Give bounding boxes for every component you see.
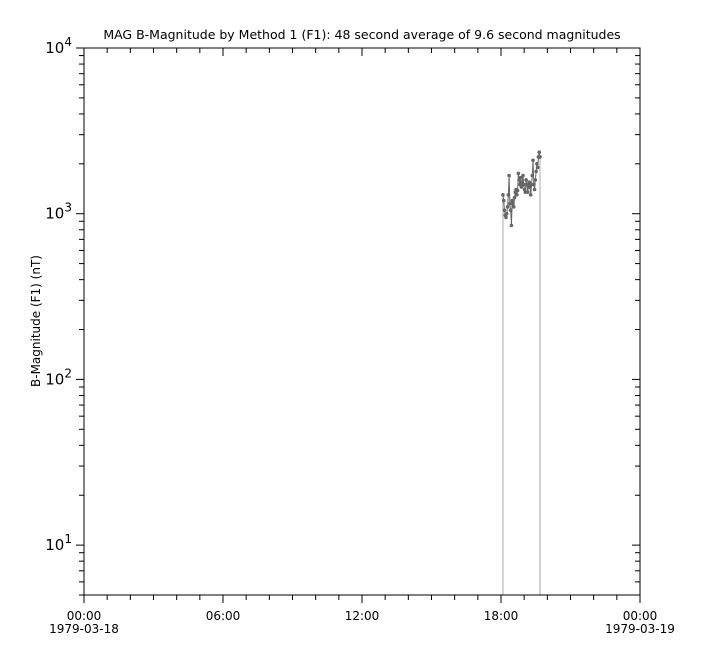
- y-tick-exponent: 1: [64, 532, 72, 546]
- data-point: [515, 188, 520, 193]
- y-tick-base: 10: [45, 536, 64, 554]
- data-point: [507, 173, 511, 178]
- data-point: [524, 178, 528, 182]
- data-point: [502, 208, 507, 212]
- x-tick-label: 00:00: [67, 609, 102, 623]
- y-tick-exponent: 3: [64, 201, 72, 215]
- y-axis-label: B-Magnitude (F1) (nT): [29, 255, 43, 387]
- plot-frame: [83, 47, 641, 596]
- data-point: [535, 165, 540, 170]
- data-point: [516, 171, 521, 176]
- data-point: [537, 150, 542, 155]
- x-tick-label: 18:00: [484, 609, 519, 623]
- x-tick-date: 1979-03-19: [605, 622, 675, 636]
- data-point: [504, 211, 509, 216]
- data-point: [501, 193, 505, 197]
- data-point: [521, 173, 525, 178]
- data-point: [535, 162, 539, 166]
- y-tick-label: 101: [45, 532, 72, 554]
- data-point: [508, 208, 513, 212]
- data-point: [510, 198, 514, 203]
- data-point: [521, 182, 526, 187]
- y-tick-base: 10: [45, 205, 64, 223]
- data-point: [511, 205, 516, 209]
- data-point: [531, 158, 535, 163]
- y-tick-label: 102: [45, 366, 72, 388]
- y-tick-base: 10: [45, 39, 64, 57]
- data-point: [528, 193, 533, 197]
- data-point: [532, 182, 536, 187]
- data-point: [538, 155, 542, 159]
- data-point: [501, 198, 506, 203]
- data-point: [525, 190, 530, 194]
- chart-title: MAG B-Magnitude by Method 1 (F1): 48 sec…: [103, 27, 620, 42]
- x-tick-date: 1979-03-18: [49, 622, 119, 636]
- data-point: [518, 175, 523, 180]
- y-tick-label: 104: [45, 35, 72, 57]
- data-point: [534, 169, 538, 174]
- data-point: [508, 201, 512, 206]
- y-tick-label: 103: [45, 201, 72, 223]
- data-point: [533, 178, 538, 182]
- data-point: [530, 173, 535, 178]
- x-tick-label: 00:00: [623, 609, 658, 623]
- data-point: [511, 201, 515, 206]
- y-tick-exponent: 4: [64, 35, 72, 49]
- x-tick-label: 06:00: [206, 609, 241, 623]
- data-point: [515, 193, 519, 197]
- data-point: [505, 205, 510, 209]
- y-tick-exponent: 2: [64, 366, 72, 380]
- data-point: [506, 193, 511, 197]
- data-point: [504, 215, 508, 220]
- data-point: [512, 195, 517, 200]
- data-point: [527, 180, 531, 184]
- data-point: [532, 187, 537, 192]
- x-tick-label: 12:00: [345, 609, 380, 623]
- data-point: [509, 223, 514, 228]
- data-point: [519, 185, 524, 189]
- y-tick-base: 10: [45, 370, 64, 388]
